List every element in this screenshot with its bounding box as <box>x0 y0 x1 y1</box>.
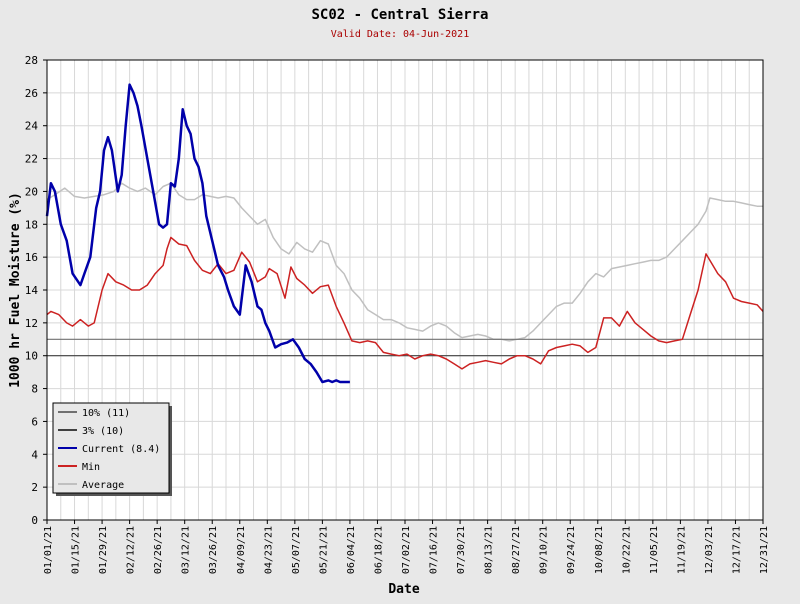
chart-subtitle: Valid Date: 04-Jun-2021 <box>331 29 469 40</box>
x-tick-label: 05/07/21 <box>291 526 302 574</box>
y-tick-label: 12 <box>25 317 38 330</box>
x-tick-label: 08/27/21 <box>511 526 522 574</box>
y-tick-label: 14 <box>25 284 39 297</box>
series-line-current-8-4 <box>45 83 350 384</box>
x-tick-label: 02/12/21 <box>126 526 137 574</box>
x-tick-label: 03/12/21 <box>181 526 192 574</box>
x-axis-label: Date <box>388 582 419 597</box>
legend-label-current-8-4: Current (8.4) <box>82 444 160 455</box>
series-line-min <box>46 236 764 370</box>
y-tick-label: 20 <box>25 185 38 198</box>
x-tick-label: 07/02/21 <box>401 526 412 574</box>
y-tick-label: 24 <box>25 120 39 133</box>
chart-title: SC02 - Central Sierra <box>311 7 488 23</box>
x-tick-label: 04/23/21 <box>263 526 274 574</box>
legend: 10% (11) 3% (10) Current (8.4) Min Average <box>52 402 172 496</box>
x-tick-label: 11/19/21 <box>676 526 687 574</box>
x-tick-label: 11/05/21 <box>649 526 660 574</box>
x-tick-label: 10/08/21 <box>594 526 605 574</box>
y-axis-label: 1000 hr Fuel Moisture (%) <box>8 192 23 388</box>
y-tick-label: 28 <box>25 54 38 67</box>
legend-label-average: Average <box>82 480 124 491</box>
x-tick-label: 03/26/21 <box>208 526 219 574</box>
y-tick-label: 10 <box>25 350 38 363</box>
x-tick-label: 10/22/21 <box>621 526 632 574</box>
legend-label-3-10: 3% (10) <box>82 426 124 437</box>
legend-label-10-11: 10% (11) <box>82 408 130 419</box>
x-tick-label: 02/26/21 <box>153 526 164 574</box>
x-tick-label: 01/29/21 <box>98 526 109 574</box>
x-tick-label: 06/04/21 <box>346 526 357 574</box>
x-tick-label: 01/01/21 <box>43 526 54 574</box>
x-tick-label: 09/10/21 <box>539 526 550 574</box>
x-tick-label: 12/31/21 <box>759 526 770 574</box>
y-tick-label: 0 <box>31 514 38 527</box>
y-tick-label: 8 <box>31 383 38 396</box>
y-tick-label: 16 <box>25 251 38 264</box>
y-tick-label: 2 <box>31 481 38 494</box>
x-tick-label: 07/30/21 <box>456 526 467 574</box>
series-layer <box>45 83 764 384</box>
x-tick-label: 05/21/21 <box>318 526 329 574</box>
y-tick-label: 4 <box>31 448 38 461</box>
x-tick-label: 06/18/21 <box>373 526 384 574</box>
x-tick-label: 12/17/21 <box>731 526 742 574</box>
y-tick-label: 22 <box>25 153 38 166</box>
legend-label-min: Min <box>82 462 100 473</box>
series-line-average <box>46 182 763 342</box>
x-tick-label: 08/13/21 <box>484 526 495 574</box>
x-tick-label: 07/16/21 <box>429 526 440 574</box>
x-tick-label: 12/03/21 <box>704 526 715 574</box>
x-tick-label: 01/15/21 <box>71 526 82 574</box>
y-tick-label: 6 <box>31 415 38 428</box>
y-tick-label: 18 <box>25 218 38 231</box>
x-tick-label: 04/09/21 <box>236 526 247 574</box>
y-tick-label: 26 <box>25 87 38 100</box>
x-tick-label: 09/24/21 <box>566 526 577 574</box>
